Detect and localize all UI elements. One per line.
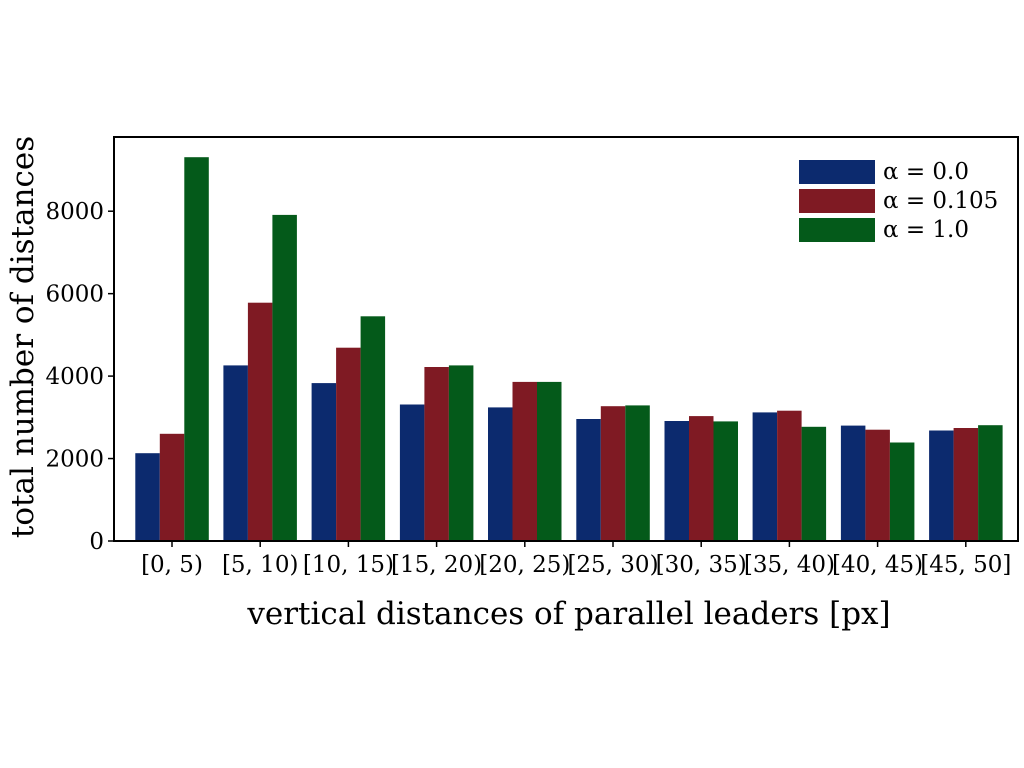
bar: [713, 421, 738, 541]
bar: [399, 404, 425, 541]
bar: [929, 430, 954, 541]
bar: [488, 407, 513, 541]
x-axis-label: vertical distances of parallel leaders […: [246, 596, 890, 632]
y-tick-label: 6000: [45, 282, 104, 308]
bar: [600, 406, 626, 541]
legend-label: α = 1.0: [883, 217, 969, 243]
legend-label: α = 0.0: [883, 159, 969, 185]
y-tick-label: 2000: [45, 447, 104, 473]
x-tick-label: [30, 35): [656, 552, 747, 578]
bar: [664, 421, 689, 541]
x-tick-label: [10, 15): [303, 552, 394, 578]
y-tick-label: 8000: [45, 199, 104, 225]
bar: [840, 425, 866, 541]
x-tick-label: [0, 5): [141, 552, 203, 578]
bar: [978, 425, 1003, 541]
bar: [512, 381, 537, 541]
bar: [247, 302, 273, 541]
x-tick-label: [20, 25): [479, 552, 570, 578]
legend-swatch: [799, 189, 875, 213]
bar: [360, 316, 386, 541]
bar: [865, 429, 890, 541]
bar: [953, 428, 979, 541]
bar: [135, 453, 160, 541]
x-tick-label: [15, 20): [391, 552, 482, 578]
bar: [625, 405, 650, 541]
bar: [889, 442, 915, 541]
plot-frame: [113, 136, 1019, 542]
bar: [537, 381, 562, 541]
x-tick-label: [35, 40): [744, 552, 835, 578]
bar: [272, 214, 297, 541]
bar: [223, 365, 248, 541]
bar: [777, 410, 802, 541]
bar: [184, 157, 209, 541]
x-tick-label: [5, 10): [222, 552, 298, 578]
bar: [448, 365, 474, 541]
y-tick-label: 0: [89, 529, 104, 555]
bar: [689, 416, 714, 541]
legend-swatch: [799, 218, 875, 242]
bar: [576, 419, 601, 541]
bar: [159, 433, 185, 541]
x-tick-label: [45, 50]: [920, 552, 1011, 578]
legend-swatch: [799, 160, 875, 184]
bar: [752, 412, 778, 541]
bar: [424, 367, 449, 541]
y-tick-label: 4000: [45, 364, 104, 390]
bar: [801, 426, 827, 541]
x-tick-label: [25, 30): [567, 552, 658, 578]
y-axis-label: total number of distances: [5, 136, 41, 538]
legend-label: α = 0.105: [883, 188, 998, 214]
x-tick-label: [40, 45): [832, 552, 923, 578]
bar: [311, 383, 337, 541]
bar: [336, 347, 361, 541]
